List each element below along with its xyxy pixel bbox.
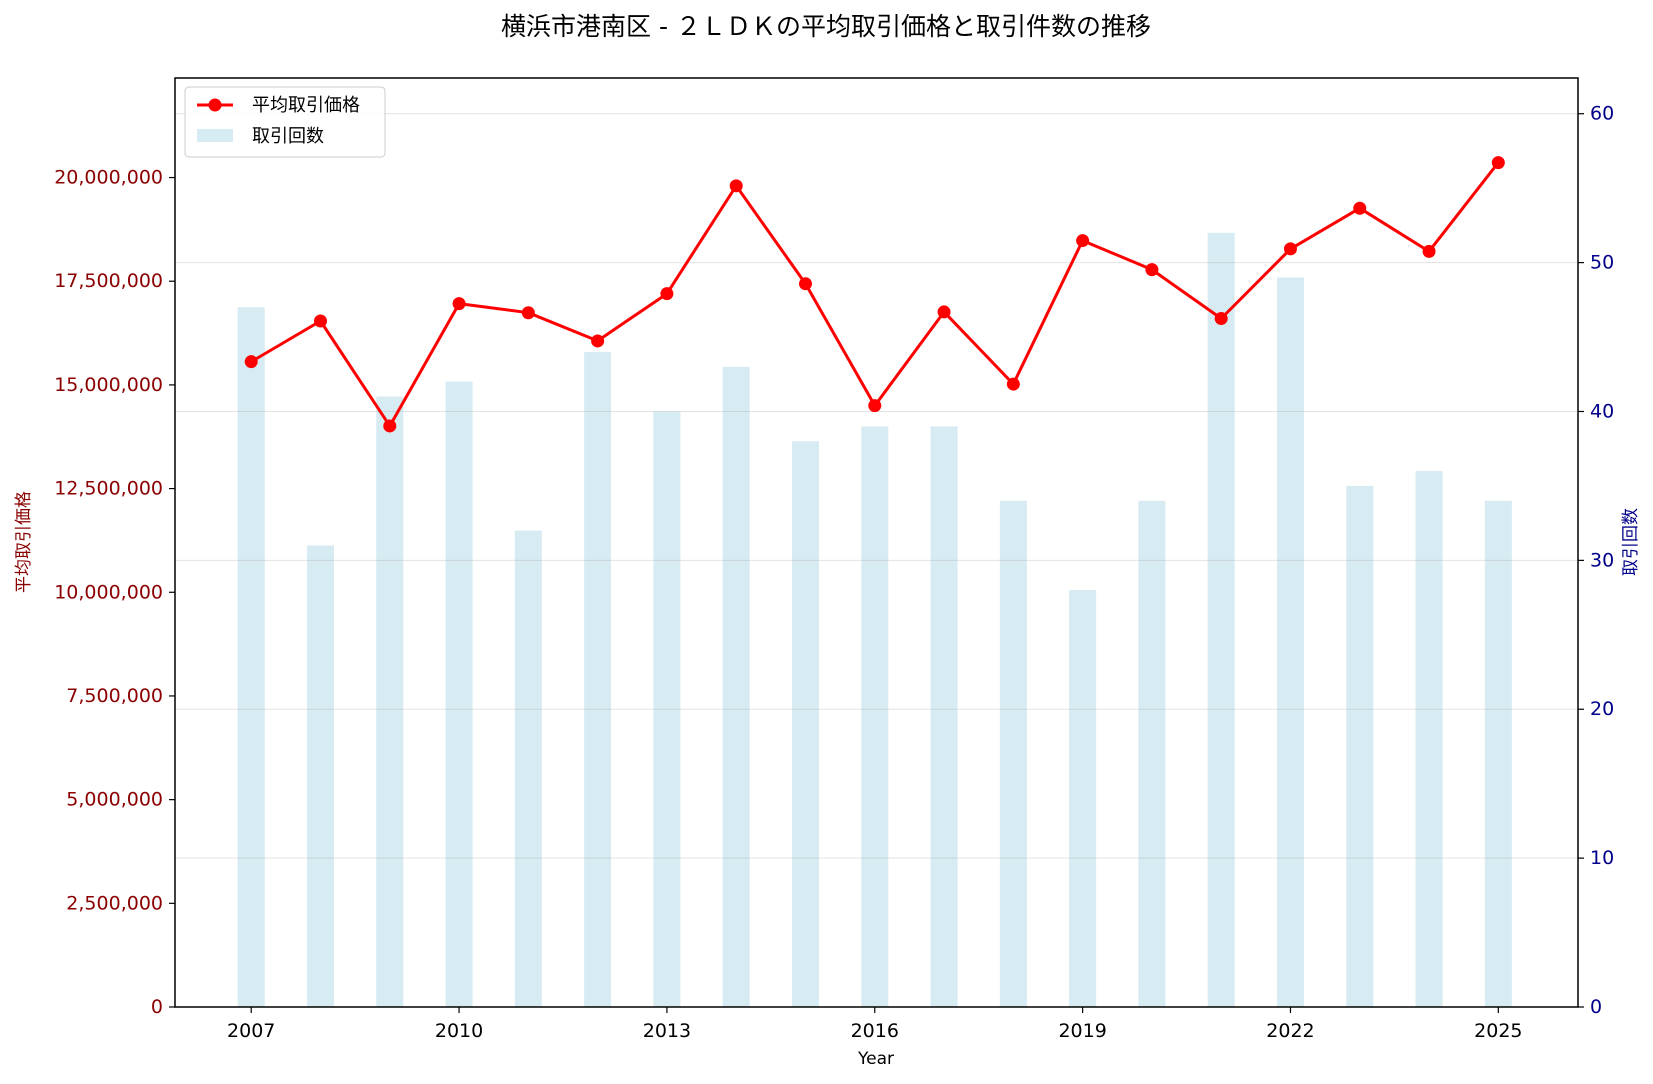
right-tick-label: 60 xyxy=(1590,103,1614,125)
bar-count-2019 xyxy=(1069,590,1097,1007)
right-axis-label: 取引回数 xyxy=(1621,508,1641,576)
bar-count-2017 xyxy=(930,426,958,1007)
bar-series-count xyxy=(237,232,1512,1008)
right-tick-label: 20 xyxy=(1590,698,1614,720)
right-tick-label: 30 xyxy=(1590,549,1614,571)
bar-count-2015 xyxy=(791,441,819,1007)
price-point-2018 xyxy=(1006,377,1020,391)
bar-count-2012 xyxy=(584,351,612,1007)
legend-label-count: 取引回数 xyxy=(252,126,324,147)
left-tick-label: 20,000,000 xyxy=(54,167,163,189)
x-tick-label: 2025 xyxy=(1474,1020,1522,1042)
price-point-2022 xyxy=(1283,242,1297,256)
left-axis-label: 平均取引価格 xyxy=(14,491,34,593)
bar-count-2016 xyxy=(861,426,889,1007)
price-point-2020 xyxy=(1145,263,1159,277)
bar-count-2018 xyxy=(999,500,1027,1007)
x-tick-label: 2013 xyxy=(643,1020,691,1042)
price-point-2010 xyxy=(452,297,466,311)
price-point-2012 xyxy=(591,334,605,348)
bar-count-2013 xyxy=(653,411,681,1007)
right-axis: 0 10 20 30 40 50 60 xyxy=(1578,103,1614,1018)
x-tick-label: 2016 xyxy=(851,1020,899,1042)
legend-label-price: 平均取引価格 xyxy=(252,95,360,116)
price-point-2014 xyxy=(729,179,743,193)
right-tick-label: 0 xyxy=(1590,996,1602,1018)
x-tick-label: 2022 xyxy=(1266,1020,1314,1042)
x-tick-label: 2019 xyxy=(1058,1020,1106,1042)
left-tick-label: 7,500,000 xyxy=(66,685,163,707)
bar-count-2010 xyxy=(445,381,473,1007)
left-tick-label: 2,500,000 xyxy=(66,892,163,914)
price-point-2009 xyxy=(383,419,397,433)
price-point-2013 xyxy=(660,287,674,301)
x-axis-label: Year xyxy=(857,1049,894,1069)
bar-count-2009 xyxy=(376,396,404,1007)
price-point-2011 xyxy=(521,306,535,320)
left-axis: 0 2,500,000 5,000,000 7,500,000 10,000,000 12… xyxy=(54,167,175,1018)
right-tick-label: 10 xyxy=(1590,847,1614,869)
price-point-2017 xyxy=(937,305,951,319)
right-tick-label: 50 xyxy=(1590,252,1614,274)
legend: 平均取引価格 取引回数 xyxy=(184,86,386,158)
legend-marker-swatch xyxy=(208,98,222,112)
price-point-2007 xyxy=(244,355,258,369)
price-line xyxy=(250,161,1500,428)
bar-count-2021 xyxy=(1207,232,1235,1008)
bar-count-2020 xyxy=(1138,500,1166,1007)
bar-count-2008 xyxy=(306,545,334,1007)
price-point-2016 xyxy=(868,399,882,413)
bar-count-2014 xyxy=(722,366,750,1007)
bar-count-2011 xyxy=(514,530,542,1007)
price-point-2021 xyxy=(1214,312,1228,326)
price-point-2008 xyxy=(313,314,327,328)
price-point-2019 xyxy=(1076,234,1090,248)
left-tick-label: 17,500,000 xyxy=(54,270,163,292)
left-tick-label: 5,000,000 xyxy=(66,789,163,811)
left-tick-label: 15,000,000 xyxy=(54,374,163,396)
line-series-price xyxy=(244,156,1505,433)
price-point-2015 xyxy=(798,277,812,291)
price-point-2023 xyxy=(1353,201,1367,215)
left-tick-label: 12,500,000 xyxy=(54,478,163,500)
legend-bar-swatch xyxy=(197,129,233,142)
price-point-2024 xyxy=(1422,244,1436,258)
bar-count-2007 xyxy=(237,307,265,1007)
bar-count-2023 xyxy=(1346,485,1374,1007)
price-point-2025 xyxy=(1491,156,1505,170)
legend-box xyxy=(184,86,386,158)
bar-count-2025 xyxy=(1484,500,1512,1007)
x-axis: 2007 2010 2013 2016 2019 2022 2025 xyxy=(227,1007,1523,1042)
plot-frame xyxy=(174,77,1579,1008)
bar-count-2024 xyxy=(1415,471,1443,1007)
bar-count-2022 xyxy=(1276,277,1304,1007)
right-tick-label: 40 xyxy=(1590,400,1614,422)
x-tick-label: 2010 xyxy=(435,1020,483,1042)
chart-title: 横浜市港南区 - ２ＬＤＫの平均取引価格と取引件数の推移 xyxy=(501,12,1151,41)
left-tick-label: 0 xyxy=(151,996,163,1018)
x-tick-label: 2007 xyxy=(227,1020,275,1042)
left-tick-label: 10,000,000 xyxy=(54,581,163,603)
